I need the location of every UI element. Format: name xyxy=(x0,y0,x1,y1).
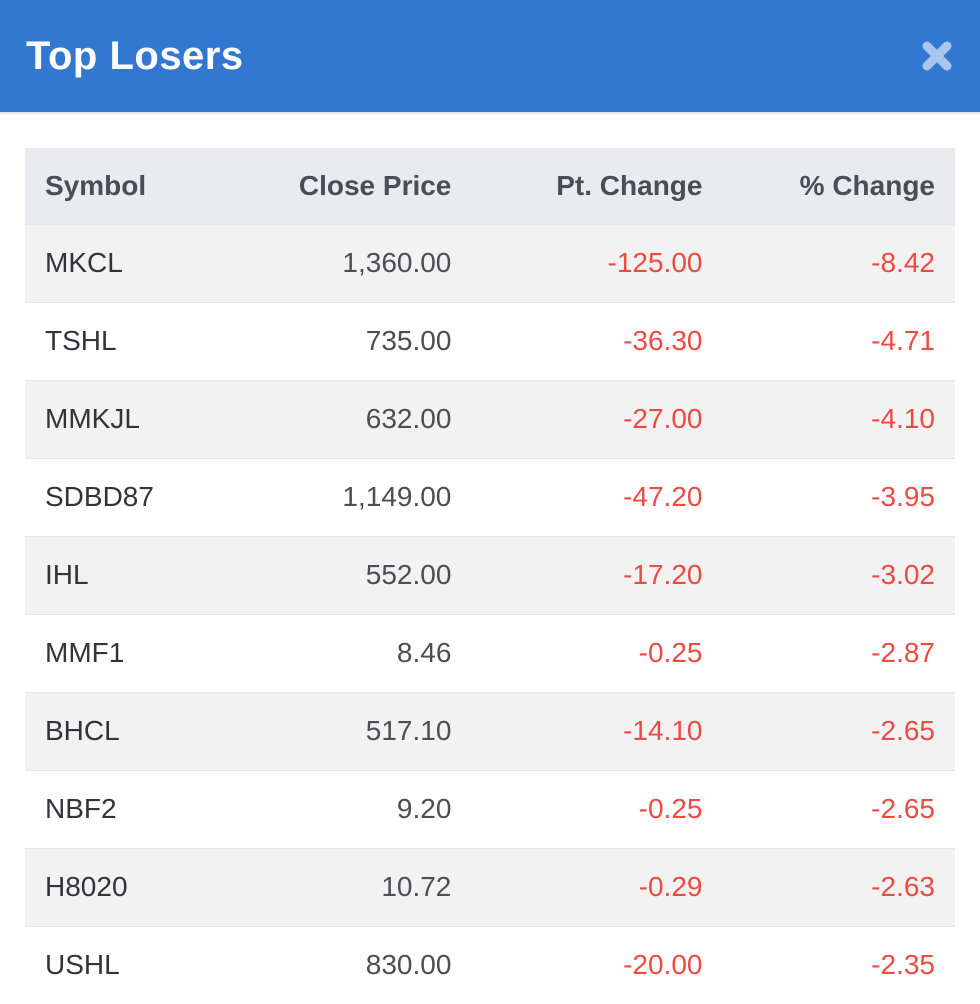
table-row: H8020 10.72 -0.29 -2.63 xyxy=(25,848,955,926)
close-button[interactable] xyxy=(920,39,954,73)
pt-change-cell: -0.25 xyxy=(638,637,703,668)
symbol-cell: MMKJL xyxy=(45,403,140,434)
close-price-cell: 517.10 xyxy=(365,715,452,746)
pct-change-cell: -8.42 xyxy=(871,247,935,278)
pct-change-cell: -4.10 xyxy=(871,403,935,434)
modal-content: Symbol Close Price Pt. Change % Change M… xyxy=(0,114,980,1004)
pt-change-cell: -20.00 xyxy=(623,949,703,981)
pt-change-cell: -0.25 xyxy=(638,793,703,824)
table-header-row: Symbol Close Price Pt. Change % Change xyxy=(25,148,955,224)
symbol-cell: BHCL xyxy=(45,715,120,746)
table-row: BHCL 517.10 -14.10 -2.65 xyxy=(25,692,955,770)
symbol-cell: IHL xyxy=(45,559,89,590)
table-row: IHL 552.00 -17.20 -3.02 xyxy=(25,536,955,614)
symbol-cell: MMF1 xyxy=(45,637,125,668)
column-header-pt-change: Pt. Change xyxy=(471,148,723,224)
symbol-cell: USHL xyxy=(45,949,120,981)
close-price-cell: 1,360.00 xyxy=(342,247,452,278)
table-row: NBF2 9.20 -0.25 -2.65 xyxy=(25,770,955,848)
close-price-cell: 735.00 xyxy=(365,325,452,356)
table-row: MMKJL 632.00 -27.00 -4.10 xyxy=(25,380,955,458)
x-close-icon xyxy=(922,41,952,71)
pt-change-cell: -27.00 xyxy=(623,403,703,434)
close-price-cell: 9.20 xyxy=(396,793,452,824)
table-row: USHL 830.00 -20.00 -2.35 xyxy=(25,926,955,1004)
pt-change-cell: -14.10 xyxy=(623,715,703,746)
pt-change-cell: -0.29 xyxy=(638,871,703,902)
table-header: Symbol Close Price Pt. Change % Change xyxy=(25,148,955,224)
pct-change-cell: -2.65 xyxy=(871,715,935,746)
symbol-cell: NBF2 xyxy=(45,793,117,824)
pt-change-cell: -47.20 xyxy=(623,481,703,512)
close-price-cell: 1,149.00 xyxy=(342,481,452,512)
pt-change-cell: -17.20 xyxy=(623,559,703,590)
pct-change-cell: -4.71 xyxy=(871,325,935,356)
pct-change-cell: -2.35 xyxy=(871,949,935,981)
pt-change-cell: -36.30 xyxy=(623,325,703,356)
column-header-close-price: Close Price xyxy=(238,148,472,224)
pct-change-cell: -3.02 xyxy=(871,559,935,590)
column-header-pct-change: % Change xyxy=(722,148,955,224)
modal-header: Top Losers xyxy=(0,0,980,114)
close-price-cell: 10.72 xyxy=(381,871,452,902)
pct-change-cell: -2.63 xyxy=(871,871,935,902)
table-row: MMF1 8.46 -0.25 -2.87 xyxy=(25,614,955,692)
table-row: SDBD87 1,149.00 -47.20 -3.95 xyxy=(25,458,955,536)
close-price-cell: 552.00 xyxy=(365,559,452,590)
table-body: MKCL 1,360.00 -125.00 -8.42 TSHL 735.00 … xyxy=(25,224,955,1004)
top-losers-table: Symbol Close Price Pt. Change % Change M… xyxy=(25,148,955,1004)
symbol-cell: MKCL xyxy=(45,247,123,278)
pct-change-cell: -3.95 xyxy=(871,481,935,512)
symbol-cell: SDBD87 xyxy=(45,481,154,512)
symbol-cell: TSHL xyxy=(45,325,117,356)
pct-change-cell: -2.65 xyxy=(871,793,935,824)
close-price-cell: 830.00 xyxy=(365,949,452,981)
table-row: MKCL 1,360.00 -125.00 -8.42 xyxy=(25,224,955,302)
close-price-cell: 8.46 xyxy=(396,637,452,668)
symbol-cell: H8020 xyxy=(45,871,128,902)
column-header-symbol: Symbol xyxy=(25,148,239,224)
modal-title: Top Losers xyxy=(26,33,244,78)
pct-change-cell: -2.87 xyxy=(871,637,935,668)
pt-change-cell: -125.00 xyxy=(607,247,703,278)
table-row: TSHL 735.00 -36.30 -4.71 xyxy=(25,302,955,380)
close-price-cell: 632.00 xyxy=(365,403,452,434)
